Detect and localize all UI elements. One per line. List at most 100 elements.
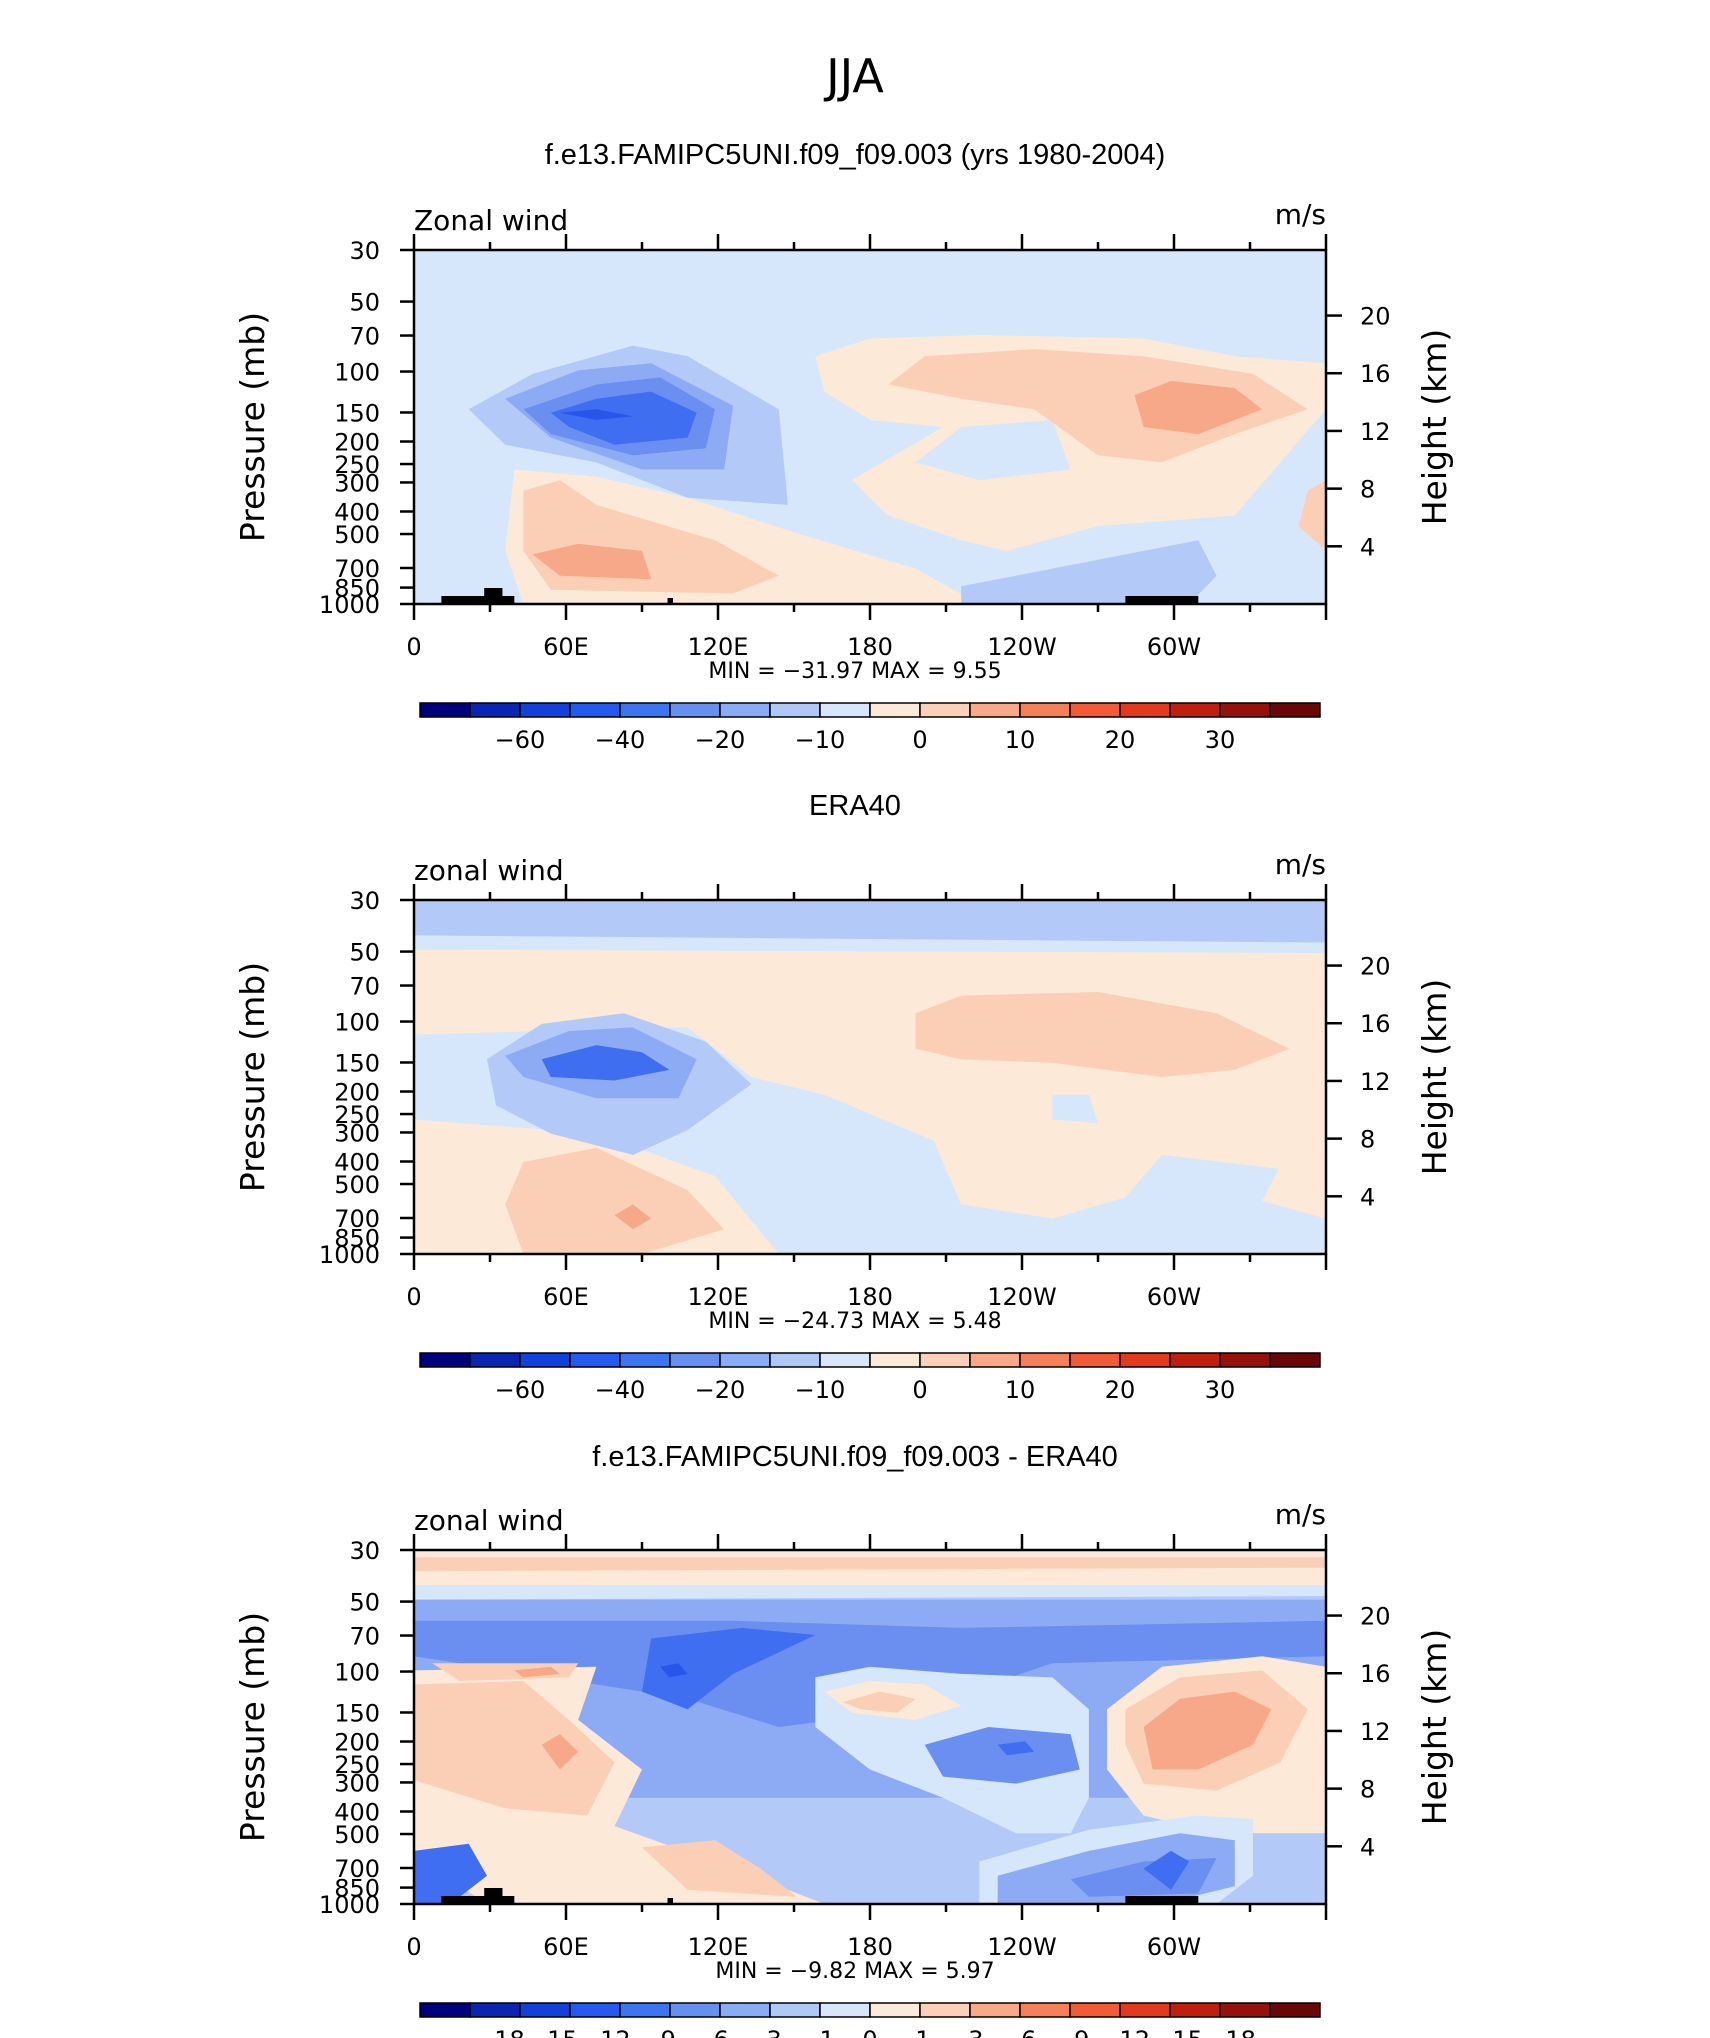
- colorbar-box: [469, 702, 521, 718]
- colorbar-box: [569, 702, 621, 718]
- colorbar-box: [1069, 2002, 1121, 2018]
- colorbar-label: 10: [1005, 1376, 1036, 1404]
- topography: [441, 1896, 515, 1904]
- x-tick-label: 180: [847, 1933, 893, 1961]
- colorbar-box: [769, 2002, 821, 2018]
- height-tick-label: 16: [1360, 360, 1391, 388]
- colorbar-label: −60: [495, 1376, 546, 1404]
- y-tick-label: 70: [349, 323, 380, 351]
- height-axis-label: Height (km): [1415, 1629, 1454, 1826]
- contour-region: [1143, 1691, 1272, 1770]
- contour-region: [414, 1843, 487, 1904]
- panel-title: f.e13.FAMIPC5UNI.f09_f09.003 (yrs 1980-2…: [545, 139, 1166, 171]
- height-tick-label: 20: [1360, 303, 1391, 331]
- colorbar-box: [1019, 2002, 1071, 2018]
- y-tick-label: 300: [334, 1769, 380, 1797]
- x-tick-label: 60E: [543, 633, 589, 661]
- colorbar-label: 1: [915, 2026, 930, 2038]
- panel-2: ERA40 zonal wind m/s 0 60E 120E 180 120W 60W 30 50…: [233, 790, 1454, 1404]
- y-tick-label: 700: [334, 555, 380, 583]
- y-tick-label: 1000: [319, 1891, 380, 1919]
- colorbar-box: [719, 702, 771, 718]
- colorbar-label: −10: [795, 726, 846, 754]
- colorbar-box: [569, 1352, 621, 1368]
- y-tick-label: 150: [334, 1699, 380, 1727]
- colorbar-label: 0: [912, 1376, 927, 1404]
- colorbar-box: [519, 2002, 571, 2018]
- colorbar-box: [769, 702, 821, 718]
- y-tick-label: 500: [334, 521, 380, 549]
- colorbar-box: [1119, 702, 1171, 718]
- x-tick-label: 0: [406, 1283, 421, 1311]
- y-tick-label: 30: [349, 237, 380, 265]
- colorbar-label: 6: [1021, 2026, 1036, 2038]
- contour-region: [924, 1727, 1080, 1784]
- x-tick-label: 120E: [688, 1283, 749, 1311]
- contour-region: [842, 1691, 916, 1713]
- y-tick-label: 70: [349, 1623, 380, 1651]
- colorbar-box: [1219, 1352, 1271, 1368]
- colorbar-box: [769, 1352, 821, 1368]
- contour-region: [915, 992, 1290, 1077]
- colorbar-box: [1119, 1352, 1171, 1368]
- contour-region: [1134, 381, 1263, 435]
- colorbar-box: [469, 2002, 521, 2018]
- colorbar-box: [1269, 1352, 1321, 1368]
- contour-region: [532, 543, 652, 580]
- colorbar-label: −10: [795, 1376, 846, 1404]
- contour-region: [559, 409, 633, 420]
- x-tick-label: 180: [847, 633, 893, 661]
- contour-region: [660, 1663, 688, 1678]
- colorbar-box: [519, 1352, 571, 1368]
- y-tick-label: 300: [334, 1119, 380, 1147]
- y-tick-label: 850: [334, 1875, 380, 1903]
- colorbar-label: 10: [1005, 726, 1036, 754]
- x-tick-label: 0: [406, 1933, 421, 1961]
- contour-region: [961, 540, 1217, 604]
- y-tick-label: 850: [334, 1225, 380, 1253]
- topography: [441, 596, 515, 604]
- y-tick-label: 250: [334, 1101, 380, 1129]
- colorbar-label: −6: [693, 2026, 728, 2038]
- y-tick-label: 700: [334, 1855, 380, 1883]
- colorbar-box: [1069, 702, 1121, 718]
- contour-region: [514, 1666, 560, 1678]
- height-tick-label: 12: [1360, 418, 1391, 446]
- colorbar-label: −40: [595, 1376, 646, 1404]
- y-tick-label: 150: [334, 399, 380, 427]
- colorbar-label: −15: [527, 2026, 578, 2038]
- colorbar-label: 20: [1105, 726, 1136, 754]
- colorbar-label: 9: [1074, 2026, 1089, 2038]
- colorbar-box: [619, 702, 671, 718]
- colorbar-label: 3: [968, 2026, 983, 2038]
- x-tick-label: 0: [406, 633, 421, 661]
- height-tick-label: 20: [1360, 953, 1391, 981]
- y-tick-label: 1000: [319, 591, 380, 619]
- contour-region: [915, 419, 1071, 481]
- colorbar-box: [669, 2002, 721, 2018]
- panel-left-string: zonal wind: [414, 854, 564, 887]
- colorbar-box: [419, 702, 471, 718]
- contour-region: [1052, 1094, 1098, 1123]
- y-tick-label: 150: [334, 1049, 380, 1077]
- colorbar-box: [669, 1352, 721, 1368]
- colorbar-box: [419, 1352, 471, 1368]
- height-tick-label: 8: [1360, 1126, 1375, 1154]
- y-tick-label: 100: [334, 359, 380, 387]
- height-tick-label: 16: [1360, 1660, 1391, 1688]
- topography: [484, 588, 503, 604]
- y-tick-label: 50: [349, 289, 380, 317]
- panel-title: f.e13.FAMIPC5UNI.f09_f09.003 - ERA40: [592, 1441, 1118, 1473]
- y-tick-label: 300: [334, 469, 380, 497]
- x-tick-label: 60E: [543, 1933, 589, 1961]
- y-tick-label: 250: [334, 1751, 380, 1779]
- contour-region: [1143, 1850, 1190, 1890]
- colorbar-box: [919, 702, 971, 718]
- colorbar-box: [969, 1352, 1021, 1368]
- x-tick-label: 60W: [1147, 1933, 1201, 1961]
- height-tick-label: 4: [1360, 1833, 1375, 1861]
- height-tick-label: 20: [1360, 1603, 1391, 1631]
- panel-1: f.e13.FAMIPC5UNI.f09_f09.003 (yrs 1980-2…: [233, 139, 1454, 754]
- x-tick-label: 120W: [987, 633, 1057, 661]
- colorbar-box: [1169, 2002, 1221, 2018]
